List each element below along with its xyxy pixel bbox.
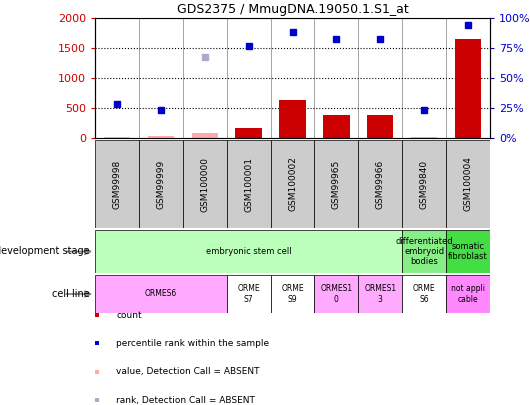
Bar: [455, 38, 481, 138]
Bar: [104, 137, 130, 138]
Text: count: count: [116, 311, 142, 320]
Bar: [358, 275, 402, 313]
Text: value, Detection Call = ABSENT: value, Detection Call = ABSENT: [116, 367, 260, 376]
Text: differentiated
embryoid
bodies: differentiated embryoid bodies: [395, 237, 453, 266]
Bar: [95, 275, 227, 313]
Text: GSM99999: GSM99999: [156, 160, 165, 209]
Text: GSM99965: GSM99965: [332, 160, 341, 209]
Text: GSM100002: GSM100002: [288, 157, 297, 211]
Text: rank, Detection Call = ABSENT: rank, Detection Call = ABSENT: [116, 396, 255, 405]
Bar: [148, 136, 174, 138]
Bar: [402, 275, 446, 313]
Bar: [227, 140, 270, 228]
Text: ORMES1
3: ORMES1 3: [364, 284, 396, 304]
Text: cell line: cell line: [52, 289, 90, 299]
Bar: [139, 140, 183, 228]
Text: ORME
S9: ORME S9: [281, 284, 304, 304]
Text: GSM99966: GSM99966: [376, 160, 385, 209]
Bar: [183, 140, 227, 228]
Text: not appli
cable: not appli cable: [451, 284, 485, 304]
Bar: [367, 115, 393, 138]
Text: ORMES1
0: ORMES1 0: [320, 284, 352, 304]
Bar: [323, 115, 350, 138]
Text: GSM99840: GSM99840: [420, 160, 429, 209]
Text: GSM100004: GSM100004: [464, 157, 473, 211]
Bar: [402, 140, 446, 228]
Bar: [270, 140, 314, 228]
Bar: [191, 133, 218, 138]
Bar: [314, 140, 358, 228]
Bar: [227, 275, 270, 313]
Bar: [358, 140, 402, 228]
Bar: [314, 275, 358, 313]
Bar: [402, 230, 446, 273]
Bar: [95, 230, 402, 273]
Text: somatic
fibroblast: somatic fibroblast: [448, 242, 488, 261]
Text: GSM99998: GSM99998: [112, 160, 121, 209]
Text: ORME
S6: ORME S6: [413, 284, 436, 304]
Bar: [95, 140, 139, 228]
Text: percentile rank within the sample: percentile rank within the sample: [116, 339, 269, 348]
Bar: [235, 128, 262, 138]
Title: GDS2375 / MmugDNA.19050.1.S1_at: GDS2375 / MmugDNA.19050.1.S1_at: [176, 3, 409, 16]
Text: ORME
S7: ORME S7: [237, 284, 260, 304]
Text: embryonic stem cell: embryonic stem cell: [206, 247, 292, 256]
Bar: [270, 275, 314, 313]
Bar: [411, 137, 437, 138]
Text: ORMES6: ORMES6: [145, 290, 177, 298]
Bar: [446, 275, 490, 313]
Text: GSM100000: GSM100000: [200, 156, 209, 211]
Bar: [446, 140, 490, 228]
Text: GSM100001: GSM100001: [244, 156, 253, 211]
Text: development stage: development stage: [0, 247, 90, 256]
Bar: [279, 100, 306, 138]
Bar: [446, 230, 490, 273]
